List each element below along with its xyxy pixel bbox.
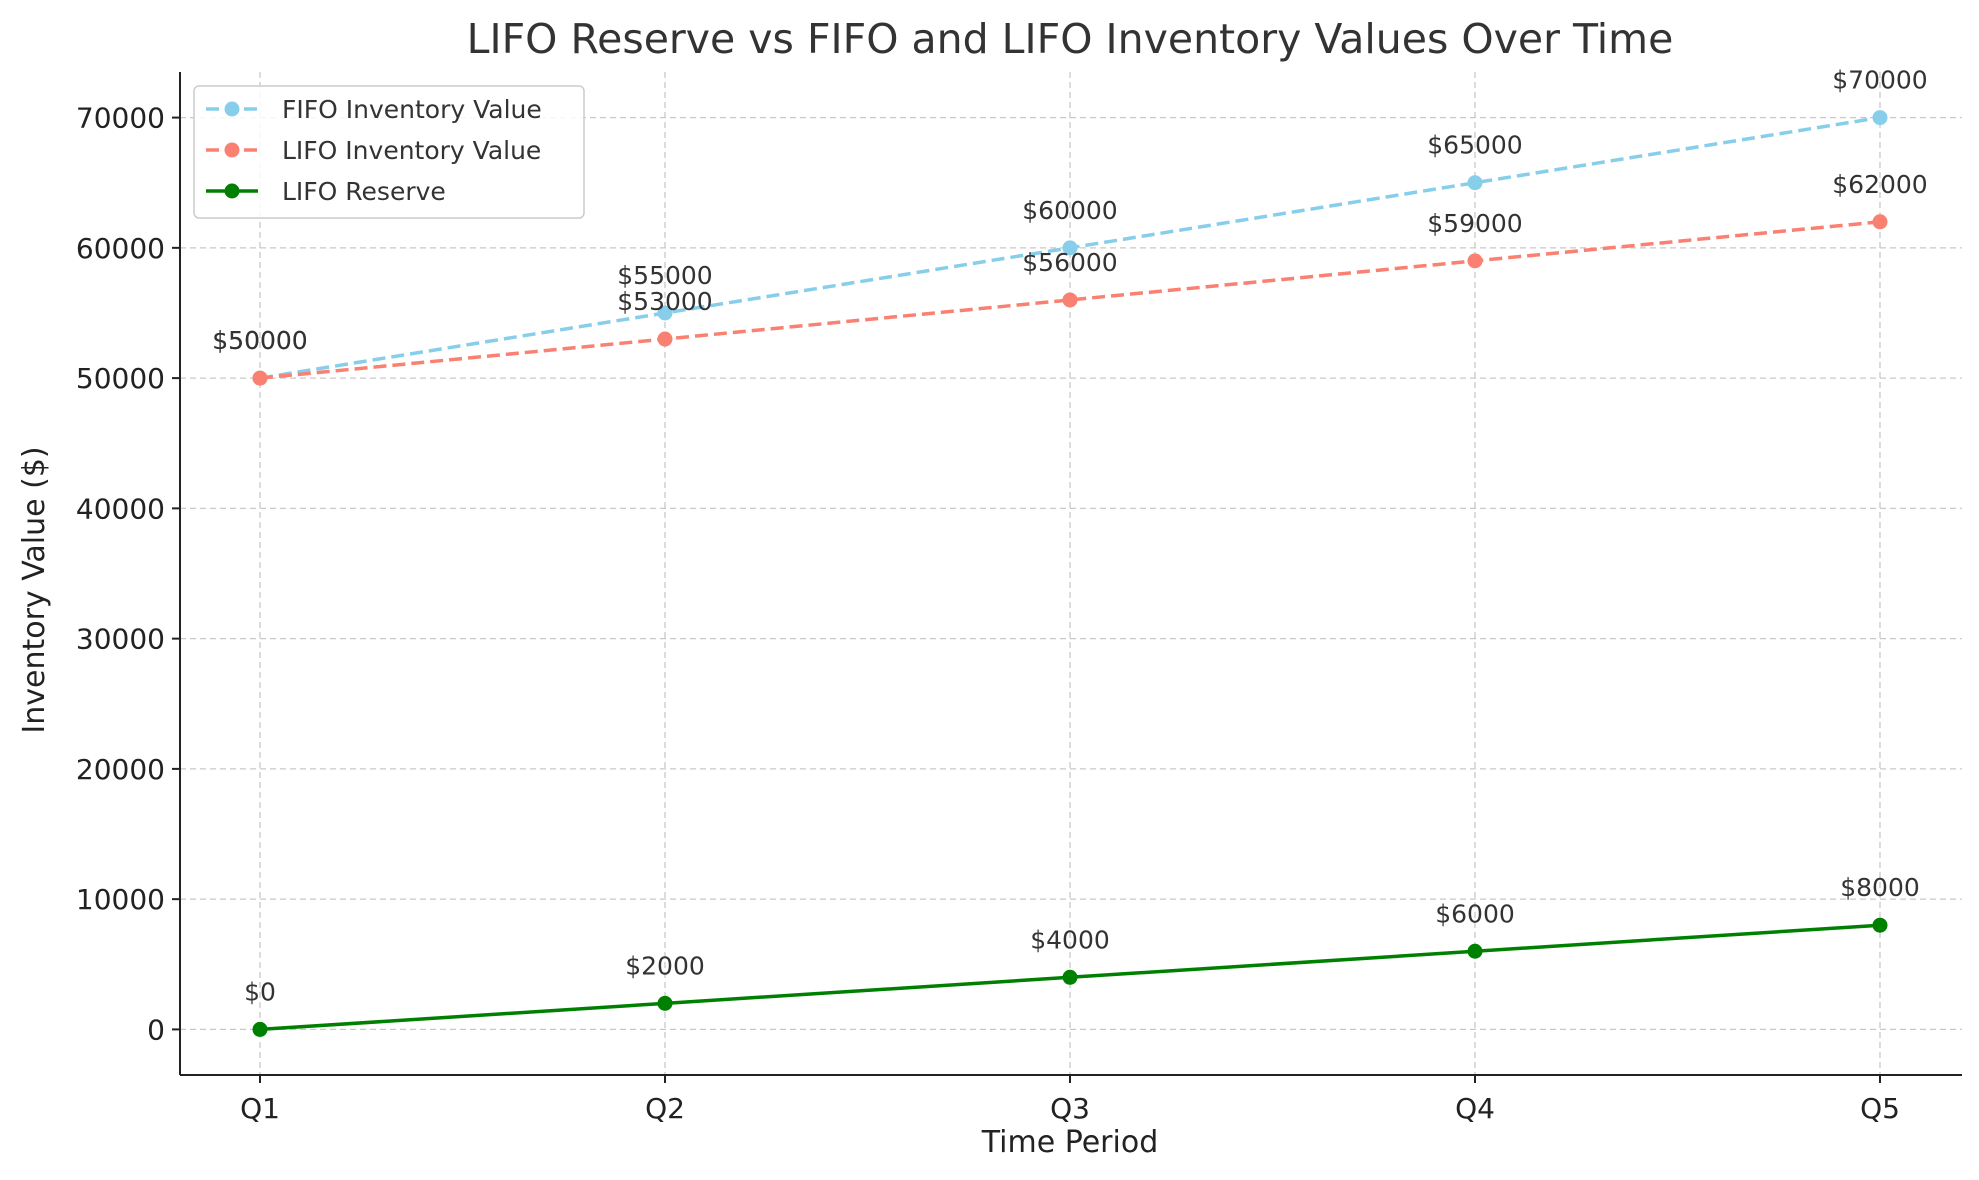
y-axis-label: Inventory Value ($) [17,446,52,733]
y-tick-label: 50000 [76,362,165,395]
data-label: $2000 [625,951,705,980]
data-point [1062,292,1078,308]
legend-marker [224,101,240,117]
chart-title: LIFO Reserve vs FIFO and LIFO Inventory … [467,15,1674,63]
axes [172,72,1962,1083]
legend-box [193,85,585,219]
data-label: $53000 [617,287,712,316]
data-labels: $50000$55000$60000$65000$70000$50000$530… [212,66,1927,1007]
y-tick-label: 40000 [76,492,165,525]
y-tick-label: 70000 [76,102,165,135]
data-label: $0 [244,977,276,1006]
data-label: $70000 [1832,66,1927,95]
data-label: $8000 [1840,873,1920,902]
y-tick-label: 20000 [76,753,165,786]
data-point [1872,110,1888,126]
data-point [1872,917,1888,933]
data-point [1872,214,1888,230]
legend-label: LIFO Inventory Value [282,136,541,165]
data-point [657,995,673,1011]
x-tick-label: Q3 [1050,1092,1090,1125]
x-axis-label: Time Period [981,1125,1159,1160]
data-point [1467,253,1483,269]
data-point [252,370,268,386]
legend-marker [224,183,240,199]
data-point [657,305,673,321]
y-tick-label: 60000 [76,232,165,265]
data-label: $62000 [1832,170,1927,199]
x-tick-label: Q2 [645,1092,685,1125]
legend: FIFO Inventory Value LIFO Inventory Value… [193,85,585,219]
legend-label: FIFO Inventory Value [282,95,542,124]
data-label: $4000 [1030,925,1110,954]
data-point [1467,943,1483,959]
grid [180,72,1962,1075]
series [252,110,1888,1037]
data-label: $6000 [1435,899,1515,928]
data-label: $56000 [1022,248,1117,277]
y-tick-label: 10000 [76,883,165,916]
data-point [1467,175,1483,191]
data-label: $50000 [212,326,307,355]
data-label: $55000 [617,261,712,290]
data-label: $59000 [1427,209,1522,238]
x-tick-label: Q5 [1860,1092,1900,1125]
series-line [259,220,1881,380]
y-tick-label: 0 [147,1013,165,1046]
data-point [252,1021,268,1037]
data-label: $60000 [1022,196,1117,225]
data-point [657,331,673,347]
tick-labels: Q1 Q2 Q3 Q4 Q5 0 10000 20000 30000 40000 50000 6000… [76,102,1900,1125]
legend-marker [224,142,240,158]
data-label: $65000 [1427,131,1522,160]
data-label: $50000 [212,326,307,355]
x-tick-label: Q4 [1455,1092,1495,1125]
data-point [1062,969,1078,985]
y-tick-label: 30000 [76,623,165,656]
legend-label: LIFO Reserve [282,177,446,206]
x-tick-label: Q1 [240,1092,280,1125]
data-point [1062,240,1078,256]
